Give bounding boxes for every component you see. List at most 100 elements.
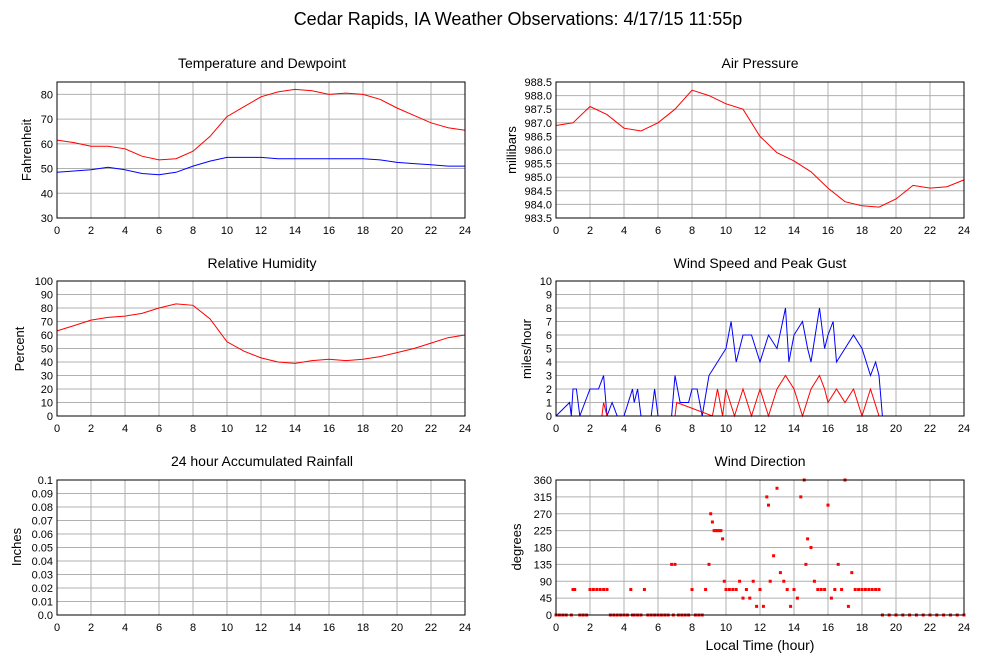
x-tick-label: 2 (587, 225, 593, 237)
plot-frame (555, 280, 965, 417)
figure-title: Cedar Rapids, IA Weather Observations: 4… (294, 9, 743, 29)
x-tick-label: 22 (924, 225, 936, 237)
data-point (690, 588, 694, 591)
x-tick-label: 6 (156, 423, 162, 435)
x-tick-label: 18 (357, 225, 369, 237)
data-point (724, 588, 728, 591)
y-tick-label: 0 (546, 411, 552, 423)
x-tick-label: 4 (621, 225, 627, 237)
y-tick-label: 10 (540, 276, 552, 288)
y-tick-label: 70 (41, 114, 53, 126)
data-point (573, 588, 577, 591)
x-tick-label: 10 (221, 423, 233, 435)
data-point (767, 503, 770, 507)
y-tick-label: 45 (540, 593, 552, 605)
x-axis-label: Local Time (hour) (706, 637, 815, 653)
x-tick-label: 8 (689, 423, 695, 435)
x-tick-label: 24 (459, 622, 471, 634)
x-tick-label: 4 (621, 423, 627, 435)
y-tick-label: 0.02 (32, 583, 53, 595)
data-point (731, 588, 735, 591)
data-point (710, 520, 714, 524)
data-point (642, 588, 646, 591)
y-tick-label: 0.0 (38, 610, 53, 622)
y-tick-label: 0.03 (32, 570, 53, 582)
y-tick-label: 0 (546, 610, 552, 622)
data-point (819, 588, 823, 591)
y-axis-label: Fahrenheit (19, 119, 34, 182)
y-tick-label: 60 (41, 139, 53, 151)
plot-frame (56, 280, 466, 417)
y-tick-label: 50 (41, 164, 53, 176)
x-tick-label: 0 (54, 622, 60, 634)
x-tick-label: 24 (459, 225, 471, 237)
y-tick-label: 80 (41, 303, 53, 315)
x-tick-label: 0 (553, 622, 559, 634)
x-tick-label: 10 (720, 622, 732, 634)
y-tick-label: 984.0 (524, 199, 552, 211)
panel-title: Air Pressure (721, 55, 798, 71)
x-tick-label: 14 (788, 622, 800, 634)
y-tick-label: 984.5 (524, 186, 552, 198)
data-point (761, 604, 765, 608)
x-tick-label: 14 (788, 225, 800, 237)
x-tick-label: 16 (323, 225, 335, 237)
data-point (826, 503, 830, 507)
data-point (785, 588, 789, 591)
data-point (870, 588, 874, 591)
x-tick-label: 2 (88, 225, 94, 237)
x-tick-label: 0 (54, 423, 60, 435)
x-tick-label: 12 (754, 423, 766, 435)
y-tick-label: 986.0 (524, 145, 552, 157)
panel-title: Temperature and Dewpoint (178, 55, 346, 71)
y-tick-label: 0.05 (32, 543, 53, 555)
y-tick-label: 2 (546, 384, 552, 396)
x-tick-label: 16 (822, 622, 834, 634)
x-tick-label: 12 (255, 225, 267, 237)
data-point (734, 588, 738, 591)
y-tick-label: 7 (546, 317, 552, 329)
y-tick-label: 9 (546, 290, 552, 302)
data-point (707, 562, 711, 566)
y-tick-label: 10 (41, 398, 53, 410)
x-tick-label: 16 (822, 423, 834, 435)
y-tick-label: 90 (540, 576, 552, 588)
data-point (629, 588, 633, 591)
x-tick-label: 14 (289, 622, 301, 634)
x-tick-label: 4 (122, 225, 128, 237)
data-point (846, 604, 850, 608)
data-point (863, 588, 867, 591)
x-tick-label: 24 (958, 622, 970, 634)
y-tick-label: 0.1 (38, 475, 53, 487)
data-point (714, 529, 718, 533)
y-tick-label: 0.09 (32, 489, 53, 501)
data-point (840, 588, 844, 591)
x-tick-label: 6 (156, 622, 162, 634)
y-tick-label: 0.08 (32, 502, 53, 514)
y-tick-label: 987.5 (524, 104, 552, 116)
y-tick-label: 30 (41, 213, 53, 225)
data-point (605, 588, 609, 591)
y-tick-label: 40 (41, 188, 53, 200)
x-tick-label: 4 (122, 423, 128, 435)
x-tick-label: 10 (720, 225, 732, 237)
series-line (56, 156, 465, 176)
y-tick-label: 0.07 (32, 516, 53, 528)
data-point (591, 588, 595, 591)
plot-frame (555, 479, 965, 616)
y-tick-label: 4 (546, 357, 552, 369)
data-point (765, 495, 769, 499)
x-tick-label: 18 (856, 622, 868, 634)
data-point (768, 579, 772, 583)
y-tick-label: 5 (546, 344, 552, 356)
x-tick-label: 8 (190, 225, 196, 237)
x-tick-label: 18 (856, 423, 868, 435)
x-tick-label: 20 (391, 225, 403, 237)
panel-title: 24 hour Accumulated Rainfall (171, 453, 353, 469)
x-tick-label: 0 (553, 423, 559, 435)
data-point (598, 588, 602, 591)
x-tick-label: 8 (190, 423, 196, 435)
